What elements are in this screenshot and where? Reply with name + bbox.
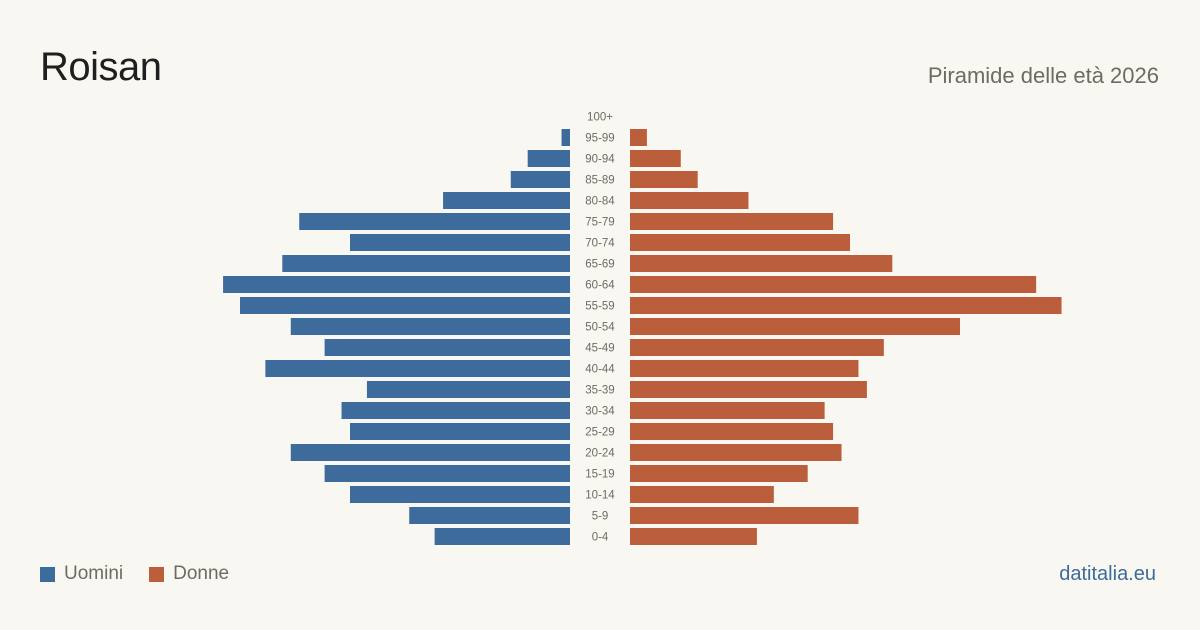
age-group-label: 30-34 [585, 406, 615, 418]
men-bar [350, 423, 570, 440]
women-bar [630, 528, 757, 545]
women-bar [630, 234, 850, 251]
men-bar [561, 129, 570, 146]
age-group-label: 75-79 [585, 217, 614, 229]
age-group-label: 95-99 [585, 133, 614, 145]
age-group-label: 60-64 [585, 280, 615, 292]
women-bar [630, 297, 1062, 314]
women-bar [630, 465, 808, 482]
men-bar [409, 507, 570, 524]
chart-subtitle: Piramide delle età 2026 [927, 63, 1159, 88]
age-group-label: 15-19 [585, 469, 614, 481]
age-group-label: 10-14 [585, 490, 615, 502]
age-group-label: 5-9 [592, 511, 609, 523]
legend-label-men: Uomini [64, 563, 124, 584]
men-bar [341, 402, 570, 419]
women-bar [630, 381, 867, 398]
age-group-label: 20-24 [585, 448, 615, 460]
age-group-label: 40-44 [585, 364, 615, 376]
legend-label-women: Donne [173, 563, 230, 584]
women-bar [630, 255, 893, 272]
men-bar [324, 465, 570, 482]
age-group-label: 100+ [587, 112, 613, 124]
women-bar [630, 360, 859, 377]
age-group-label: 50-54 [585, 322, 615, 334]
chart-legend: Uomini Donne [40, 563, 255, 585]
men-bar [434, 528, 570, 545]
age-group-label: 80-84 [585, 196, 615, 208]
age-group-label: 0-4 [592, 532, 609, 544]
women-bar [630, 507, 859, 524]
men-bar [223, 276, 571, 293]
age-group-label: 35-39 [585, 385, 614, 397]
legend-item-men: Uomini [40, 563, 123, 585]
men-bar [350, 234, 570, 251]
men-bar [350, 486, 570, 503]
women-bar [630, 423, 834, 440]
men-bar [290, 444, 570, 461]
age-group-label: 55-59 [585, 301, 614, 313]
men-bar [299, 213, 570, 230]
age-group-label: 65-69 [585, 259, 614, 271]
women-bar [630, 339, 884, 356]
women-bar [630, 444, 842, 461]
women-bar [630, 213, 834, 230]
women-bar [630, 192, 749, 209]
women-bar [630, 486, 774, 503]
men-bar [366, 381, 570, 398]
age-group-label: 70-74 [585, 238, 615, 250]
legend-swatch-men [40, 566, 55, 582]
age-group-label: 90-94 [585, 154, 615, 166]
men-bar [510, 171, 570, 188]
women-bar [630, 276, 1037, 293]
men-bar [527, 150, 570, 167]
men-bar [324, 339, 570, 356]
men-bar [265, 360, 570, 377]
women-bar [630, 129, 647, 146]
source-link[interactable]: datitalia.eu [1059, 563, 1156, 585]
men-bar [290, 318, 570, 335]
women-bar [630, 318, 960, 335]
men-bar [443, 192, 570, 209]
legend-swatch-women [149, 566, 165, 582]
legend-item-women: Donne [149, 563, 229, 585]
age-group-label: 85-89 [585, 175, 614, 187]
men-bar [240, 297, 570, 314]
men-bar [282, 255, 570, 272]
age-group-label: 45-49 [585, 343, 614, 355]
age-group-label: 25-29 [585, 427, 614, 439]
page-title: Roisan [40, 45, 162, 89]
women-bar [630, 402, 825, 419]
women-bar [630, 150, 681, 167]
women-bar [630, 171, 698, 188]
